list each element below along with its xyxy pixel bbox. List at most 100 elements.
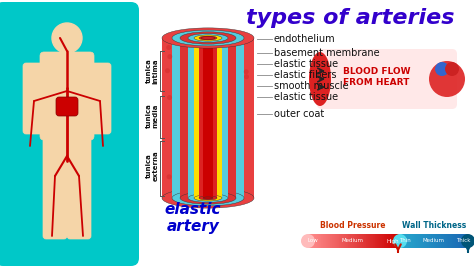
Bar <box>380 234 382 248</box>
Bar <box>425 234 426 248</box>
Bar <box>351 234 353 248</box>
Bar <box>319 234 320 248</box>
Bar <box>430 234 431 248</box>
Bar <box>309 234 310 248</box>
Bar <box>402 234 403 248</box>
Bar <box>444 234 446 248</box>
FancyBboxPatch shape <box>23 63 45 134</box>
Text: Blood Pressure: Blood Pressure <box>320 222 386 231</box>
Bar <box>441 234 443 248</box>
Bar <box>442 234 443 248</box>
Bar <box>441 234 442 248</box>
Bar <box>423 234 424 248</box>
Bar <box>459 234 460 248</box>
Bar <box>396 234 398 248</box>
Text: Wall Thickness: Wall Thickness <box>402 222 466 231</box>
Ellipse shape <box>172 30 244 46</box>
Bar <box>328 234 329 248</box>
Bar <box>331 234 333 248</box>
Bar <box>314 234 316 248</box>
Bar <box>349 234 351 248</box>
Text: Low: Low <box>308 239 319 243</box>
Bar <box>451 234 452 248</box>
Bar <box>414 234 415 248</box>
Circle shape <box>52 23 82 53</box>
Circle shape <box>244 74 249 79</box>
Bar <box>457 234 458 248</box>
Bar <box>455 234 456 248</box>
Bar <box>199 38 217 198</box>
Bar <box>378 234 380 248</box>
Text: Medium: Medium <box>423 239 445 243</box>
FancyBboxPatch shape <box>0 2 139 266</box>
Bar <box>460 234 461 248</box>
Bar <box>341 234 343 248</box>
Bar <box>381 234 383 248</box>
FancyBboxPatch shape <box>317 49 457 109</box>
FancyBboxPatch shape <box>43 133 67 239</box>
Bar <box>387 234 389 248</box>
Bar <box>435 234 437 248</box>
Bar <box>452 234 454 248</box>
Bar <box>430 234 432 248</box>
Text: elastic tissue: elastic tissue <box>274 59 338 69</box>
Bar <box>337 234 338 248</box>
Text: elastic
artery: elastic artery <box>165 202 221 234</box>
Bar <box>448 234 449 248</box>
Bar <box>418 234 419 248</box>
Bar <box>330 234 332 248</box>
Bar <box>320 234 322 248</box>
Bar <box>405 234 406 248</box>
Bar <box>329 234 331 248</box>
Bar <box>355 234 356 248</box>
Bar <box>431 234 432 248</box>
Bar <box>447 234 449 248</box>
Bar <box>465 234 466 248</box>
Bar <box>332 234 334 248</box>
Circle shape <box>435 62 449 76</box>
Bar <box>427 234 428 248</box>
Text: elastic fibers: elastic fibers <box>274 70 337 80</box>
Bar <box>366 234 368 248</box>
Bar <box>172 38 244 198</box>
Bar <box>180 38 236 198</box>
Bar <box>458 234 460 248</box>
Bar <box>388 234 390 248</box>
Bar <box>416 234 417 248</box>
Bar <box>392 234 394 248</box>
Bar <box>368 234 370 248</box>
Bar <box>449 234 450 248</box>
Bar <box>323 234 325 248</box>
Bar <box>433 234 434 248</box>
Bar <box>336 234 337 248</box>
Bar <box>391 234 392 248</box>
Circle shape <box>167 54 173 59</box>
Circle shape <box>166 174 172 179</box>
Bar <box>411 234 413 248</box>
Bar <box>414 234 415 248</box>
Bar <box>333 234 335 248</box>
Bar <box>433 234 435 248</box>
Bar <box>417 234 418 248</box>
Bar <box>437 234 438 248</box>
Bar <box>338 234 340 248</box>
Bar <box>446 234 447 248</box>
Text: elastic tissue: elastic tissue <box>274 92 338 102</box>
Bar <box>358 234 360 248</box>
Ellipse shape <box>199 196 217 200</box>
Bar <box>453 234 454 248</box>
Bar <box>400 234 401 248</box>
Bar <box>342 234 344 248</box>
FancyBboxPatch shape <box>40 52 94 140</box>
Text: tunica
externa: tunica externa <box>146 151 158 181</box>
Bar <box>376 234 378 248</box>
Bar <box>63 39 71 54</box>
Bar <box>339 234 341 248</box>
Bar <box>361 234 363 248</box>
Bar <box>383 234 385 248</box>
Bar <box>315 234 317 248</box>
Bar <box>406 234 407 248</box>
Bar <box>425 234 426 248</box>
Bar <box>312 234 314 248</box>
Ellipse shape <box>393 234 407 248</box>
